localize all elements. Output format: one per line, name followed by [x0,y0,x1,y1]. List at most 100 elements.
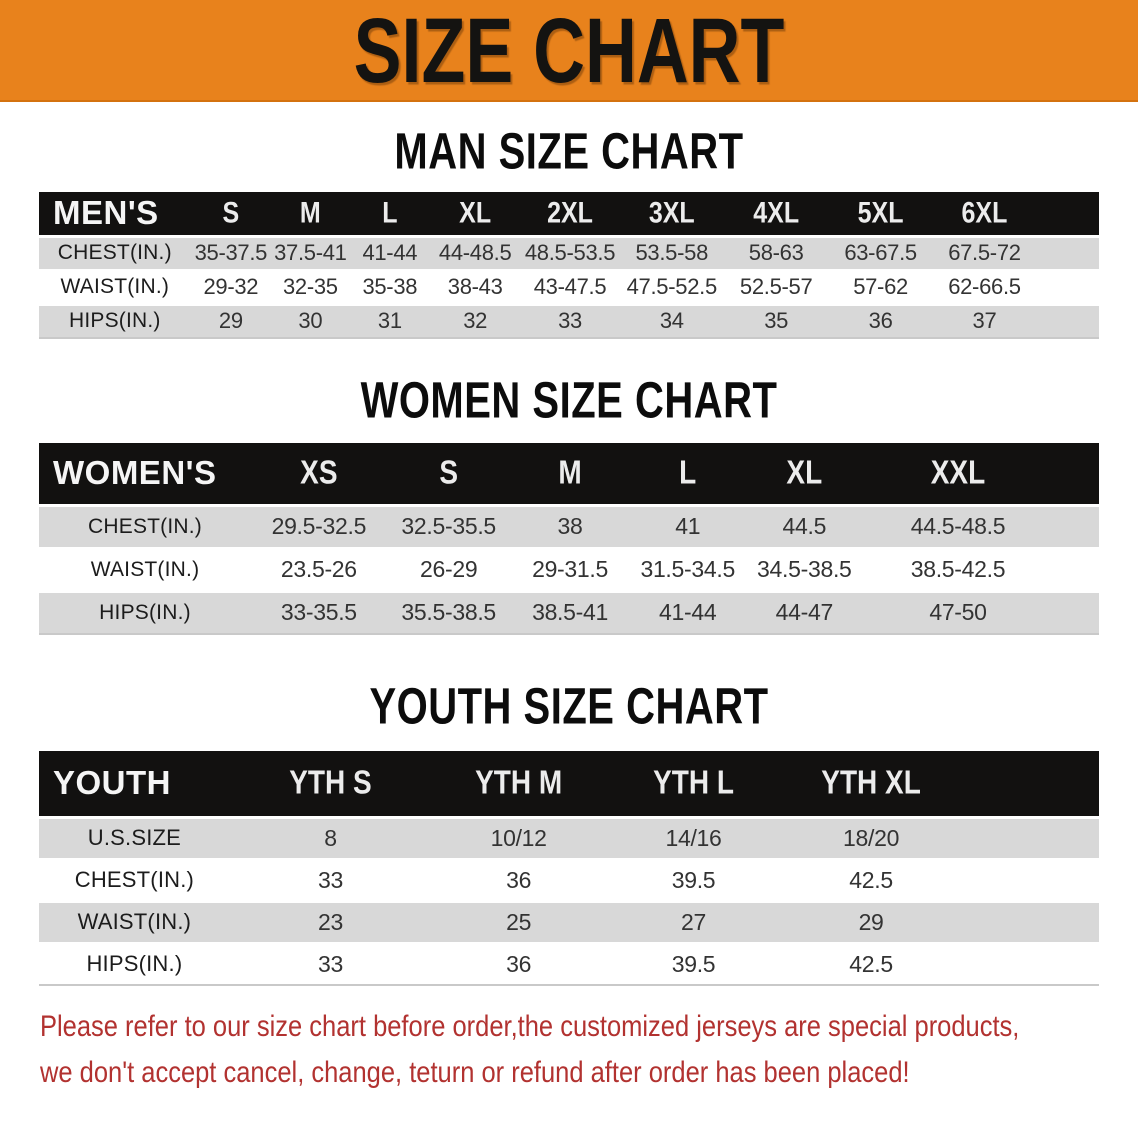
size-column-header: XL [746,443,863,505]
row-label: WAIST(IN.) [60,275,170,298]
measurement-value: 23.5-26 [280,556,357,582]
size-column-label: XS [300,454,338,491]
row-label: CHEST(IN.) [88,514,202,538]
measurement-value: 34 [659,308,684,334]
measurement-value: 36 [868,308,893,334]
banner-title: SIZE CHART [353,0,785,102]
measurement-value: 58-63 [748,240,804,265]
measurement-value: 31 [377,308,402,334]
size-column-header: L [629,443,746,505]
section-heading-text: YOUTH SIZE CHART [369,678,769,736]
size-column-header: M [511,443,630,505]
filler-cell [1053,443,1099,505]
size-column-label: 4XL [753,196,800,230]
section-heading-text: MAN SIZE CHART [394,123,744,181]
measurement-value: 44.5-48.5 [910,513,1006,539]
sections: MAN SIZE CHART MEN'S S M L XL 2XL 3XL 4XL 5XL 6XL C… [0,124,1138,986]
measurement-row: HIPS(IN.) 33 36 39.5 42.5 [39,943,1099,985]
size-column-header: XXL [863,443,1054,505]
measurement-row: WAIST(IN.) 23.5-26 26-29 29-31.5 31.5-34.5 34… [39,548,1099,591]
measurement-value: 44-48.5 [438,240,512,265]
measurement-value: 26-29 [420,556,478,582]
measurement-value: 32 [463,308,488,334]
size-column-header: M [271,192,349,236]
size-column-label: L [679,454,697,491]
row-label: HIPS(IN.) [86,951,183,977]
filler-cell [1036,304,1099,338]
filler-cell [1036,236,1099,270]
section-heading: WOMEN SIZE CHART [0,373,1138,429]
size-column-label: M [299,196,321,230]
measurement-value: 38.5-42.5 [910,556,1006,582]
measurement-value: 44.5 [782,513,827,539]
row-label: HIPS(IN.) [68,309,161,333]
filler-cell [1036,192,1099,236]
table-group-label: MEN'S [53,194,159,232]
measurement-value: 33 [558,308,582,334]
measurement-value: 38-43 [447,274,503,299]
size-column-label: 2XL [547,196,593,230]
measurement-value: 39.5 [671,950,716,977]
measurement-value: 10/12 [490,824,547,851]
row-label: WAIST(IN.) [90,557,200,581]
measurement-value: 32.5-35.5 [401,513,496,539]
measurement-value: 47.5-52.5 [626,274,718,299]
row-label: WAIST(IN.) [77,909,192,934]
disclaimer-line-2: we don't accept cancel, change, teturn o… [40,1056,910,1089]
filler-cell [961,817,1099,859]
measurement-value: 34.5-38.5 [757,556,852,582]
filler-cell [1053,548,1099,591]
measurement-value: 33 [318,950,343,977]
measurement-row: HIPS(IN.) 29 30 31 32 33 34 35 36 37 [39,304,1099,338]
measurement-value: 25 [506,908,532,935]
measurement-value: 23 [318,908,343,935]
size-column-header: 6XL [933,192,1037,236]
measurement-value: 18/20 [843,824,900,851]
measurement-value: 36 [506,866,532,893]
measurement-value: 8 [324,824,337,851]
measurement-value: 33 [318,866,343,893]
measurement-value: 63-67.5 [844,240,917,265]
section-man-size-chart: MAN SIZE CHART MEN'S S M L XL 2XL 3XL 4XL 5XL 6XL C… [0,124,1138,339]
section-youth-size-chart: YOUTH SIZE CHART YOUTH YTH S YTH M YTH L YTH … [0,679,1138,986]
measurement-value: 29 [858,908,884,935]
size-column-label: XXL [930,454,986,491]
measurement-value: 14/16 [665,824,722,851]
size-column-header: S [387,443,511,505]
table-header-row: MEN'S S M L XL 2XL 3XL 4XL 5XL 6XL [39,192,1099,236]
row-label: CHEST(IN.) [74,867,195,892]
measurement-value: 37.5-41 [274,240,347,265]
size-column-label: YTH L [653,764,734,801]
section-heading: MAN SIZE CHART [0,124,1138,180]
measurement-value: 35-38 [362,274,418,299]
measurement-value: 35-37.5 [194,240,268,265]
disclaimer: Please refer to our size chart before or… [40,1004,1138,1096]
size-column-label: XL [786,454,823,491]
measurement-row: HIPS(IN.) 33-35.5 35.5-38.5 38.5-41 41-44 44-… [39,591,1099,634]
size-column-header: 5XL [829,192,933,236]
measurement-value: 41-44 [362,240,418,265]
measurement-row: U.S.SIZE 8 10/12 14/16 18/20 [39,817,1099,859]
section-women-size-chart: WOMEN SIZE CHART WOMEN'S XS S M L XL XXL CHEST(I… [0,373,1138,635]
table-header-row: WOMEN'S XS S M L XL XXL [39,443,1099,505]
measurement-value: 52.5-57 [739,274,813,299]
measurement-value: 48.5-53.5 [524,240,616,265]
size-column-header: YTH XL [781,751,961,817]
filler-cell [1053,591,1099,634]
filler-cell [961,943,1099,985]
size-column-header: YTH L [606,751,781,817]
filler-cell [961,751,1099,817]
size-column-label: YTH S [289,764,372,801]
measurement-value: 53.5-58 [635,240,709,265]
disclaimer-line-1: Please refer to our size chart before or… [40,1010,1020,1043]
section-heading-text: WOMEN SIZE CHART [360,372,778,430]
measurement-value: 36 [506,950,532,977]
youth-size-table: YOUTH YTH S YTH M YTH L YTH XL U.S.SIZE 8 10/12… [39,751,1099,986]
measurement-value: 41-44 [659,599,717,626]
size-column-header: 2XL [520,192,620,236]
measurement-value: 29-32 [203,274,259,299]
filler-cell [1053,505,1099,548]
size-column-header: 4XL [724,192,829,236]
measurement-value: 29.5-32.5 [271,513,367,539]
measurement-value: 27 [681,908,707,935]
